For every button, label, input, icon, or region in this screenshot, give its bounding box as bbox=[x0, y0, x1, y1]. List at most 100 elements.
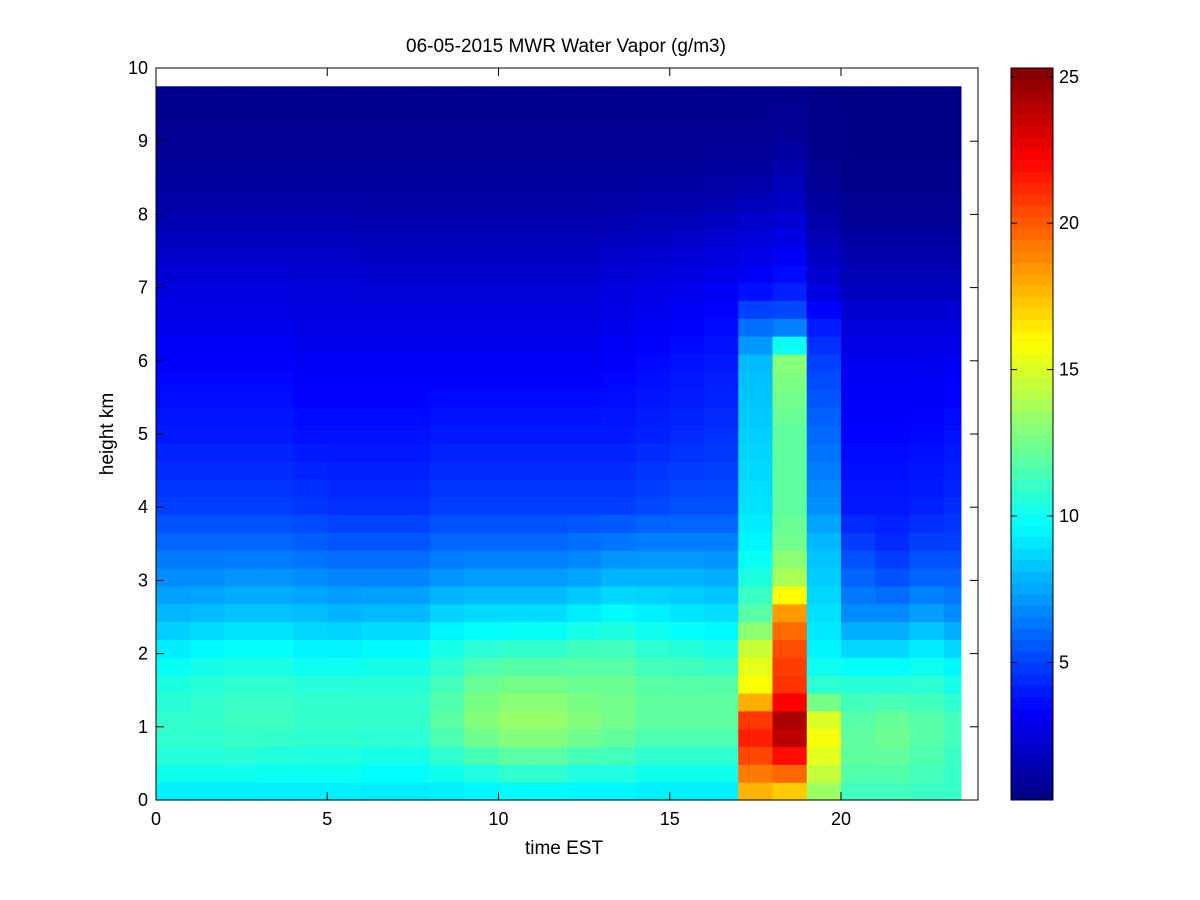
heatmap-cell bbox=[224, 139, 260, 159]
heatmap-cell bbox=[190, 550, 226, 569]
heatmap-cell bbox=[669, 229, 705, 248]
heatmap-cell bbox=[601, 282, 637, 302]
heatmap-cell bbox=[875, 353, 911, 373]
heatmap-cell bbox=[532, 603, 568, 623]
heatmap-cell bbox=[738, 514, 774, 533]
heatmap-cell bbox=[327, 460, 363, 480]
heatmap-cell bbox=[395, 104, 431, 123]
heatmap-cell bbox=[395, 532, 431, 551]
heatmap-cell bbox=[156, 389, 191, 409]
heatmap-cell bbox=[601, 460, 637, 480]
colorbar-band bbox=[1011, 674, 1053, 687]
heatmap-cell bbox=[772, 496, 808, 516]
heatmap-cell bbox=[464, 300, 500, 319]
heatmap-cell bbox=[224, 514, 260, 533]
heatmap-cell bbox=[704, 460, 739, 480]
heatmap-cell bbox=[156, 157, 191, 177]
heatmap-cell bbox=[875, 639, 911, 658]
heatmap-cell bbox=[635, 692, 671, 712]
heatmap-cell bbox=[943, 104, 962, 123]
heatmap-cell bbox=[430, 336, 465, 355]
heatmap-cell bbox=[567, 389, 602, 409]
heatmap-cell bbox=[224, 746, 260, 765]
heatmap-cell bbox=[943, 175, 962, 194]
colorbar-band bbox=[1011, 68, 1053, 80]
heatmap-cell bbox=[327, 264, 363, 284]
heatmap-cell bbox=[772, 621, 808, 641]
heatmap-cell bbox=[772, 782, 808, 801]
y-tick-label: 9 bbox=[138, 131, 148, 151]
heatmap-cell bbox=[190, 300, 226, 319]
heatmap-cell bbox=[293, 746, 328, 765]
heatmap-cell bbox=[430, 371, 465, 391]
heatmap-cell bbox=[224, 353, 260, 373]
heatmap-cell bbox=[943, 407, 962, 426]
heatmap-cell bbox=[464, 460, 500, 480]
y-tick-label: 0 bbox=[138, 790, 148, 810]
heatmap-cell bbox=[841, 764, 876, 783]
heatmap-cell bbox=[327, 425, 363, 444]
heatmap-cell bbox=[464, 104, 500, 123]
heatmap-cell bbox=[293, 229, 328, 248]
y-tick-label: 6 bbox=[138, 351, 148, 371]
heatmap-cell bbox=[635, 460, 671, 480]
heatmap-cell bbox=[190, 353, 226, 373]
heatmap-cell bbox=[258, 139, 294, 159]
heatmap-cell bbox=[361, 746, 397, 765]
colorbar-band bbox=[1011, 525, 1053, 538]
heatmap-cell bbox=[327, 764, 363, 783]
heatmap-cell bbox=[532, 657, 568, 676]
heatmap-cell bbox=[464, 692, 500, 712]
colorbar-band bbox=[1011, 582, 1053, 595]
heatmap-cell bbox=[498, 246, 534, 266]
heatmap-cell bbox=[772, 389, 808, 409]
heatmap-cell bbox=[601, 139, 637, 159]
heatmap-cell bbox=[293, 282, 328, 302]
heatmap-cell bbox=[532, 246, 568, 266]
heatmap-cell bbox=[738, 104, 774, 123]
colorbar-tick-label: 15 bbox=[1059, 360, 1079, 380]
heatmap-cell bbox=[258, 86, 294, 105]
heatmap-cell bbox=[772, 514, 808, 533]
colorbar-band bbox=[1011, 308, 1053, 321]
heatmap-cell bbox=[156, 514, 191, 533]
colorbar-band bbox=[1011, 159, 1053, 172]
x-axis-label: time EST bbox=[525, 838, 604, 859]
heatmap-cell bbox=[772, 246, 808, 266]
heatmap-cell bbox=[806, 425, 842, 444]
colorbar-band bbox=[1011, 765, 1053, 778]
heatmap-cell bbox=[327, 353, 363, 373]
heatmap-cell bbox=[430, 211, 465, 230]
colorbar-band bbox=[1011, 296, 1053, 309]
heatmap-cell bbox=[327, 86, 363, 105]
heatmap-cell bbox=[772, 86, 808, 105]
heatmap-cell bbox=[841, 86, 876, 105]
heatmap-cell bbox=[190, 657, 226, 676]
heatmap-cell bbox=[190, 710, 226, 730]
heatmap-cell bbox=[704, 175, 739, 194]
heatmap-cell bbox=[361, 478, 397, 498]
heatmap-cell bbox=[293, 86, 328, 105]
heatmap-cell bbox=[909, 657, 945, 676]
heatmap-cell bbox=[464, 478, 500, 498]
heatmap-cell bbox=[430, 86, 465, 105]
heatmap-cell bbox=[738, 175, 774, 194]
heatmap-cell bbox=[943, 782, 962, 801]
heatmap-cell bbox=[806, 175, 842, 194]
heatmap-cell bbox=[772, 211, 808, 230]
heatmap-cell bbox=[772, 675, 808, 694]
heatmap-cell bbox=[258, 478, 294, 498]
heatmap-cell bbox=[875, 460, 911, 480]
heatmap-cell bbox=[841, 478, 876, 498]
heatmap-cell bbox=[909, 157, 945, 177]
colorbar-band bbox=[1011, 376, 1053, 389]
y-tick-label: 8 bbox=[138, 204, 148, 224]
colorbar-band bbox=[1011, 445, 1053, 458]
heatmap-cell bbox=[567, 460, 602, 480]
heatmap-cell bbox=[327, 318, 363, 337]
heatmap-cell bbox=[464, 603, 500, 623]
colorbar-band bbox=[1011, 639, 1053, 652]
heatmap-cell bbox=[635, 621, 671, 641]
heatmap-cell bbox=[909, 675, 945, 694]
heatmap-cell bbox=[738, 211, 774, 230]
